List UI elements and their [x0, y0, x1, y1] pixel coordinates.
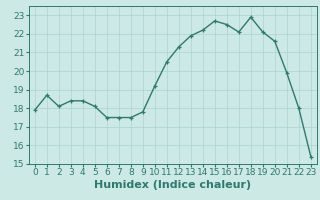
- X-axis label: Humidex (Indice chaleur): Humidex (Indice chaleur): [94, 180, 252, 190]
